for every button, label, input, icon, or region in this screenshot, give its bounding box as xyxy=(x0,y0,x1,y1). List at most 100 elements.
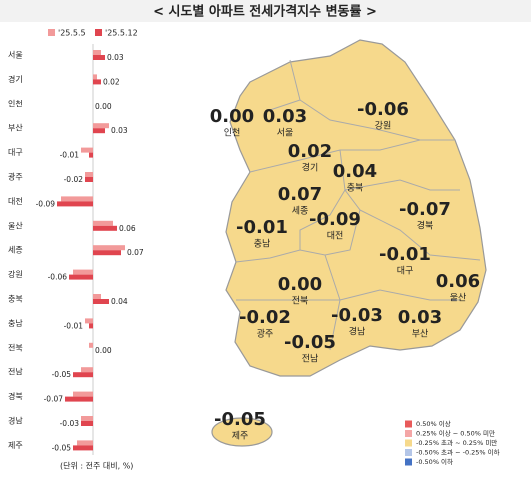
bar xyxy=(85,172,93,177)
map-legend-swatch xyxy=(405,458,412,466)
bar xyxy=(81,421,93,426)
category-label: 전북 xyxy=(8,342,23,352)
bar xyxy=(89,152,93,158)
chart-title: < 시도별 아파트 전세가격지수 변동률 > xyxy=(153,4,377,20)
map-region-name: 충남 xyxy=(254,239,271,250)
map-region-name: 광주 xyxy=(257,328,274,340)
data-label: -0.02 xyxy=(64,175,84,184)
map-value: -0.03 xyxy=(331,305,383,326)
map-legend-label: -0.50% 이하 xyxy=(416,457,453,466)
bar xyxy=(93,50,101,55)
bar xyxy=(93,55,105,60)
data-label: -0.06 xyxy=(48,273,68,282)
legend-swatch xyxy=(48,29,55,36)
bar xyxy=(93,250,121,256)
bar xyxy=(93,220,113,226)
bar xyxy=(93,294,101,299)
data-label: -0.01 xyxy=(60,151,80,160)
bar xyxy=(89,342,93,348)
map-legend-swatch xyxy=(405,420,412,428)
map-value: -0.05 xyxy=(284,332,336,353)
map-value: 0.03 xyxy=(398,307,442,328)
map-value: 0.07 xyxy=(278,184,322,205)
category-label: 울산 xyxy=(8,220,23,230)
bar xyxy=(93,128,105,134)
bar xyxy=(73,372,93,378)
map-value: -0.06 xyxy=(357,99,409,120)
bar xyxy=(93,79,101,85)
data-label: 0.03 xyxy=(111,126,128,135)
map-region-name: 대전 xyxy=(327,231,344,242)
bar xyxy=(93,225,117,231)
map-region-name: 경기 xyxy=(302,162,319,174)
data-label: -0.05 xyxy=(52,443,72,452)
legend-label: '25.5.5 xyxy=(58,29,86,38)
map-region-name: 제주 xyxy=(232,431,249,442)
data-label: -0.03 xyxy=(60,419,80,428)
map-region-name: 강원 xyxy=(375,121,392,132)
category-label: 부산 xyxy=(8,123,23,133)
map-legend-swatch xyxy=(405,449,412,456)
bar xyxy=(73,391,93,397)
bar xyxy=(73,269,93,275)
map-region-name: 전북 xyxy=(292,296,309,307)
map-legend-label: 0.25% 이상 ~ 0.50% 미만 xyxy=(416,429,495,438)
map-value: -0.05 xyxy=(214,409,266,430)
bar xyxy=(81,147,93,153)
data-label: 0.06 xyxy=(119,224,136,233)
data-label: -0.01 xyxy=(64,321,84,330)
map-region-name: 울산 xyxy=(450,293,467,304)
category-label: 전남 xyxy=(8,367,23,377)
bar xyxy=(81,416,93,421)
map-legend-label: -0.50% 초과 ~ -0.25% 이하 xyxy=(416,448,500,457)
category-label: 충남 xyxy=(8,319,23,328)
map-value: 0.06 xyxy=(436,271,480,292)
map-region-name: 서울 xyxy=(277,128,294,139)
category-label: 경북 xyxy=(8,391,23,401)
category-label: 광주 xyxy=(8,172,23,182)
map-region-name: 경북 xyxy=(417,220,434,232)
map-value: 0.00 xyxy=(278,274,322,295)
bar xyxy=(77,440,93,446)
bar xyxy=(65,396,93,402)
map-legend-label: 0.50% 이상 xyxy=(416,419,451,428)
legend-label: '25.5.12 xyxy=(105,29,138,38)
data-label: -0.05 xyxy=(52,370,72,379)
bar xyxy=(85,318,93,324)
peninsula xyxy=(225,39,487,377)
bar xyxy=(93,74,97,80)
data-label: 0.00 xyxy=(95,346,112,355)
category-label: 제주 xyxy=(8,441,23,450)
region-borders xyxy=(235,59,481,351)
data-label: 0.04 xyxy=(111,297,128,306)
map-value: 0.00 xyxy=(210,106,254,127)
map-region-name: 경남 xyxy=(349,326,366,338)
map-value: -0.07 xyxy=(399,199,451,220)
data-label: -0.07 xyxy=(44,395,64,404)
category-label: 충북 xyxy=(8,295,23,304)
bar xyxy=(93,123,109,129)
unit-note: (단위 : 전주 대비, %) xyxy=(60,461,133,471)
category-label: 대구 xyxy=(8,148,23,157)
bar xyxy=(73,445,93,451)
category-label: 세종 xyxy=(8,246,23,255)
category-label: 강원 xyxy=(8,269,23,279)
data-label: 0.07 xyxy=(127,248,144,257)
bar xyxy=(61,196,93,202)
map-legend-swatch xyxy=(405,430,412,437)
map-value: -0.01 xyxy=(236,217,288,238)
map-value: -0.09 xyxy=(309,209,361,230)
category-label: 대전 xyxy=(8,196,23,206)
map-value: -0.01 xyxy=(379,244,431,265)
data-label: 0.00 xyxy=(95,102,112,111)
data-label: -0.09 xyxy=(36,199,56,208)
legend-swatch xyxy=(95,29,102,36)
category-label: 서울 xyxy=(8,51,23,60)
map-value: 0.02 xyxy=(288,141,332,162)
category-label: 인천 xyxy=(8,98,23,108)
map-region-name: 세종 xyxy=(292,206,309,217)
category-label: 경기 xyxy=(8,74,23,84)
bar xyxy=(69,274,93,280)
map-region-name: 대구 xyxy=(397,266,414,277)
